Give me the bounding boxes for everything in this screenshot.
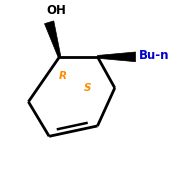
Polygon shape xyxy=(98,52,136,62)
Text: R: R xyxy=(59,71,67,81)
Text: OH: OH xyxy=(46,4,66,17)
Polygon shape xyxy=(44,21,61,57)
Text: S: S xyxy=(83,83,91,93)
Text: Bu-n: Bu-n xyxy=(139,49,169,62)
